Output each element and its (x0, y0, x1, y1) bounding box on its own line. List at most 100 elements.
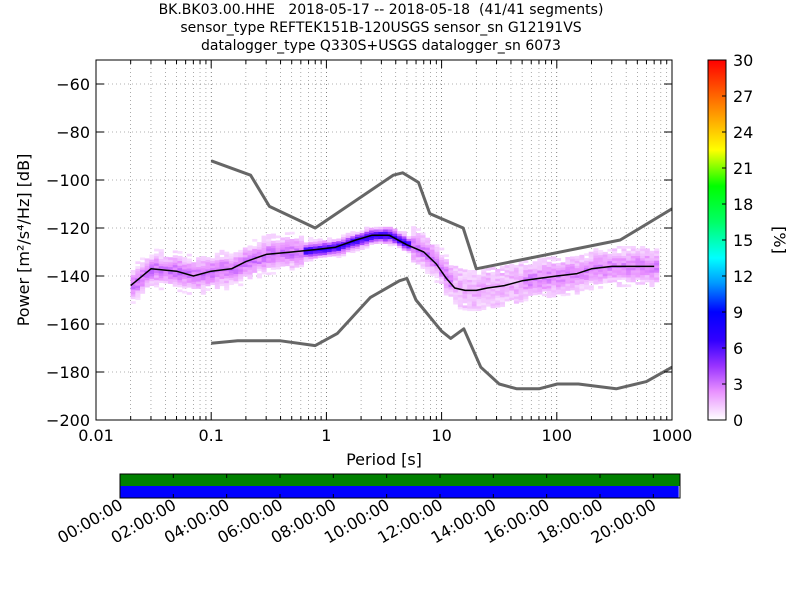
heatmap-cell (247, 271, 253, 275)
heatmap-cell (238, 249, 244, 253)
heatmap-cell (345, 247, 351, 250)
heatmap-cell (513, 289, 520, 292)
heatmap-cell (560, 276, 566, 280)
heatmap-cell (261, 257, 267, 260)
heatmap-cell (359, 232, 365, 236)
heatmap-cell (317, 238, 323, 242)
heatmap-cell (467, 298, 473, 302)
heatmap-cell (392, 228, 398, 232)
heatmap-cell (238, 278, 244, 282)
heatmap-cell (612, 250, 618, 254)
heatmap-cell (640, 274, 646, 278)
heatmap-cell (649, 272, 655, 276)
heatmap-cell (168, 281, 174, 284)
heatmap-cell (654, 253, 660, 256)
y-tick-label: −60 (56, 75, 90, 94)
heatmap-cell (228, 282, 234, 286)
heatmap-cell (481, 295, 487, 299)
heatmap-cell (200, 292, 206, 295)
heatmap-cell (284, 261, 290, 264)
heatmap-cell (168, 278, 174, 282)
heatmap-cell (303, 242, 309, 246)
heatmap-cell (289, 255, 295, 259)
heatmap-cell (607, 263, 613, 267)
heatmap-cell (154, 277, 160, 281)
heatmap-cell (490, 293, 496, 297)
heatmap-cell (289, 265, 295, 269)
heatmap-cell (434, 258, 440, 262)
heatmap-cell (635, 250, 641, 254)
heatmap-cell (574, 284, 580, 288)
heatmap-cell (149, 278, 155, 282)
heatmap-cell (172, 279, 178, 282)
heatmap-cell (355, 239, 361, 242)
heatmap-cell (518, 275, 524, 279)
heatmap-cell (336, 243, 342, 247)
heatmap-cell (177, 265, 183, 269)
heatmap-cell (598, 250, 604, 253)
heatmap-cell (654, 267, 660, 271)
heatmap-cell (523, 277, 529, 280)
heatmap-cell (640, 262, 646, 266)
heatmap-cell (317, 250, 323, 254)
heatmap-cell (453, 277, 459, 281)
heatmap-cell (298, 264, 305, 268)
heatmap-cell (471, 298, 477, 302)
heatmap-cell (219, 259, 225, 263)
heatmap-cell (495, 276, 501, 279)
heatmap-cell (191, 271, 197, 275)
heatmap-cell (247, 247, 253, 251)
heatmap-cell (649, 258, 655, 261)
heatmap-cell (593, 264, 599, 268)
heatmap-cell (644, 248, 650, 252)
heatmap-cell (144, 284, 150, 288)
heatmap-cell (453, 299, 459, 303)
heatmap-cell (598, 259, 604, 263)
heatmap-cell (219, 266, 225, 270)
heatmap-cell (135, 268, 141, 272)
heatmap-cell (196, 283, 202, 287)
heatmap-cell (219, 257, 225, 260)
heatmap-cell (471, 284, 477, 288)
heatmap-cell (499, 273, 505, 276)
heatmap-cell (224, 258, 230, 262)
heatmap-cell (532, 270, 538, 274)
heatmap-cell (429, 273, 435, 277)
heatmap-cell (626, 270, 632, 273)
heatmap-cell (495, 292, 501, 296)
heatmap-cell (350, 235, 356, 239)
heatmap-cell (149, 276, 155, 279)
heatmap-cell (476, 281, 482, 285)
heatmap-cell (626, 274, 632, 278)
heatmap-cell (644, 277, 650, 280)
heatmap-cell (551, 256, 557, 260)
heatmap-cell (242, 252, 248, 256)
heatmap-cell (406, 238, 412, 242)
heatmap-cell (513, 293, 520, 297)
colorbar-tick-label: 15 (733, 231, 753, 250)
heatmap-cell (224, 282, 230, 286)
heatmap-cell (476, 293, 482, 297)
heatmap-cell (350, 240, 356, 244)
heatmap-cell (415, 261, 421, 265)
heatmap-cell (457, 275, 463, 279)
heatmap-cell (457, 289, 463, 293)
heatmap-cell (186, 282, 192, 286)
heatmap-cell (401, 245, 407, 249)
heatmap-cell (527, 266, 534, 270)
heatmap-cell (579, 254, 585, 258)
heatmap-cell (336, 252, 342, 256)
heatmap-cell (158, 256, 164, 260)
heatmap-cell (411, 259, 417, 263)
heatmap-cell (214, 259, 220, 263)
heatmap-cell (224, 270, 230, 274)
heatmap-cell (453, 292, 459, 295)
heatmap-cell (294, 240, 300, 244)
heatmap-cell (579, 259, 585, 263)
heatmap-cell (341, 239, 347, 242)
heatmap-cell (233, 264, 239, 267)
heatmap-cell (387, 243, 393, 247)
heatmap-cell (172, 272, 178, 275)
heatmap-cell (551, 282, 557, 286)
heatmap-cell (233, 278, 239, 282)
